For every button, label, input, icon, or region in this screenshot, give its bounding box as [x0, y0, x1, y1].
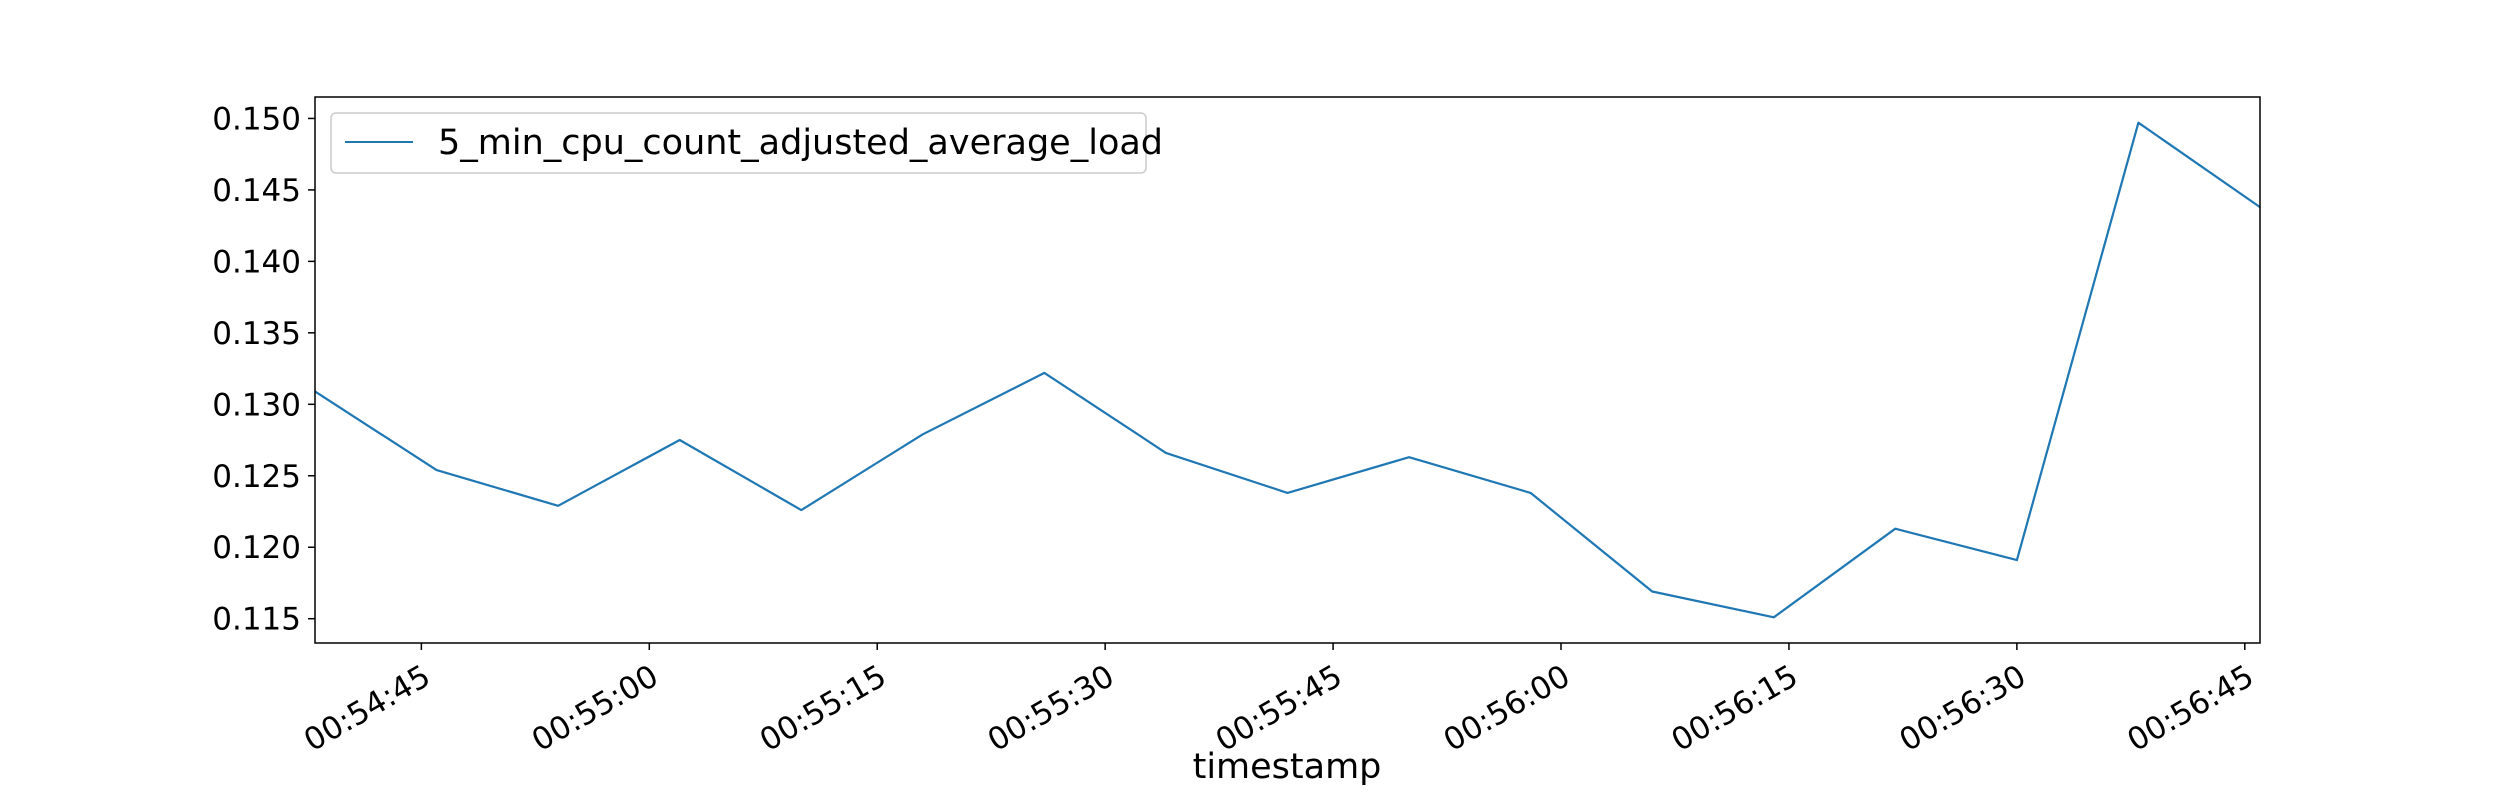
y-tick-label: 0.145 [212, 173, 301, 209]
y-tick-label: 0.120 [212, 530, 301, 566]
y-tick-label: 0.115 [212, 602, 301, 638]
legend-frame [330, 112, 1147, 174]
legend: 5_min_cpu_count_adjusted_average_load [330, 112, 1163, 174]
legend-label: 5_min_cpu_count_adjusted_average_load [438, 123, 1163, 163]
y-tick-label: 0.130 [212, 387, 301, 423]
y-tick-label: 0.150 [212, 101, 301, 137]
y-tick-label: 0.135 [212, 316, 301, 352]
x-axis-label: timestamp [1193, 747, 1382, 787]
y-tick-label: 0.140 [212, 244, 301, 280]
plot-area-frame [314, 96, 2261, 644]
y-axis: 0.115 0.120 0.125 0.130 0.135 0.140 0.145 0.150 [212, 101, 315, 638]
y-tick-label: 0.125 [212, 459, 301, 495]
